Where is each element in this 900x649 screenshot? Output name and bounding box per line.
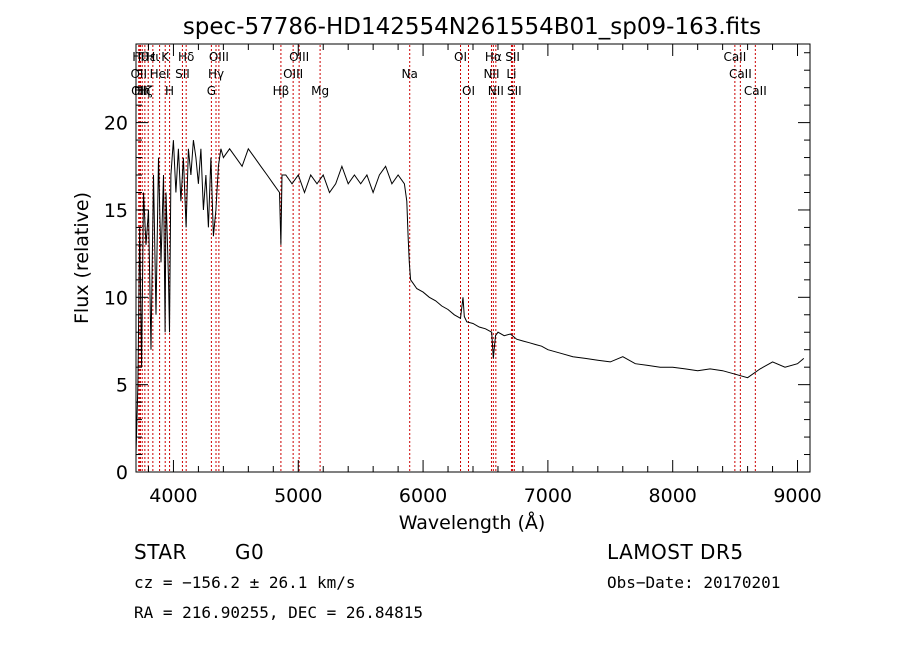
x-tick-label: 8000 <box>649 485 697 507</box>
velocity-readout: cz = −156.2 ± 26.1 km/s <box>134 573 356 592</box>
line-label-21: OI <box>462 84 475 98</box>
chart-title: spec-57786-HD142554N261554B01_sp09-163.f… <box>183 14 761 40</box>
y-axis-ticks: 0 5 10 15 20 <box>104 52 810 484</box>
line-label-7: HeI <box>150 67 170 81</box>
line-label-19: Na <box>402 67 418 81</box>
line-label-8: K <box>161 50 170 64</box>
line-label-16: OIII <box>283 67 303 81</box>
line-label-9: H <box>165 84 174 98</box>
line-label-12: G <box>207 84 216 98</box>
x-axis-label: Wavelength (Å) <box>399 511 546 534</box>
x-tick-label: 6000 <box>399 485 447 507</box>
line-label-1: OII <box>131 84 148 98</box>
line-label-0: OII <box>130 67 147 81</box>
x-axis-ticks: 4000 5000 6000 7000 8000 9000 <box>147 44 822 507</box>
x-tick-label: 4000 <box>149 485 197 507</box>
line-label-24: NII <box>488 84 504 98</box>
y-tick-label: 20 <box>104 113 128 135</box>
object-class: STAR <box>134 540 187 564</box>
line-label-26: SII <box>505 50 520 64</box>
obs-date: Obs−Date: 20170201 <box>607 573 781 592</box>
spectral-line-labels: OIIOIIHθHηHζHεHιHeIKHSIIHδGHγOIIIHβOIIIO… <box>130 50 766 98</box>
y-axis-label: Flux (relative) <box>71 192 93 324</box>
line-label-11: Hδ <box>178 50 194 64</box>
x-tick-label: 5000 <box>274 485 322 507</box>
line-label-13: Hγ <box>208 67 224 81</box>
line-label-15: Hβ <box>273 84 290 98</box>
line-label-4: Hζ <box>137 84 153 98</box>
spectral-subclass: G0 <box>235 540 265 564</box>
survey-name: LAMOST DR5 <box>607 540 744 564</box>
line-label-5: Hε <box>140 50 156 64</box>
line-label-17: OIII <box>289 50 309 64</box>
line-label-27: SII <box>507 84 522 98</box>
plot-frame <box>135 43 811 473</box>
y-tick-label: 15 <box>104 200 128 222</box>
line-label-10: SII <box>175 67 190 81</box>
line-label-30: CaII <box>744 84 767 98</box>
x-tick-label: 7000 <box>524 485 572 507</box>
line-label-14: OIII <box>209 50 229 64</box>
coordinates: RA = 216.90255, DEC = 26.84815 <box>134 603 423 622</box>
line-label-18: Mg <box>311 84 329 98</box>
line-label-29: CaII <box>729 67 752 81</box>
line-label-23: Hα <box>485 50 502 64</box>
x-tick-label: 9000 <box>773 485 821 507</box>
line-label-28: CaII <box>723 50 746 64</box>
line-label-22: NII <box>483 67 499 81</box>
line-label-6: Hι <box>146 50 159 64</box>
y-tick-label: 10 <box>104 287 128 309</box>
spectral-line-markers <box>138 45 756 471</box>
y-tick-label: 0 <box>116 462 128 484</box>
y-tick-label: 5 <box>116 375 128 397</box>
line-label-25: Li <box>506 67 516 81</box>
spectrum-series-line <box>135 140 805 455</box>
line-label-20: OI <box>454 50 467 64</box>
